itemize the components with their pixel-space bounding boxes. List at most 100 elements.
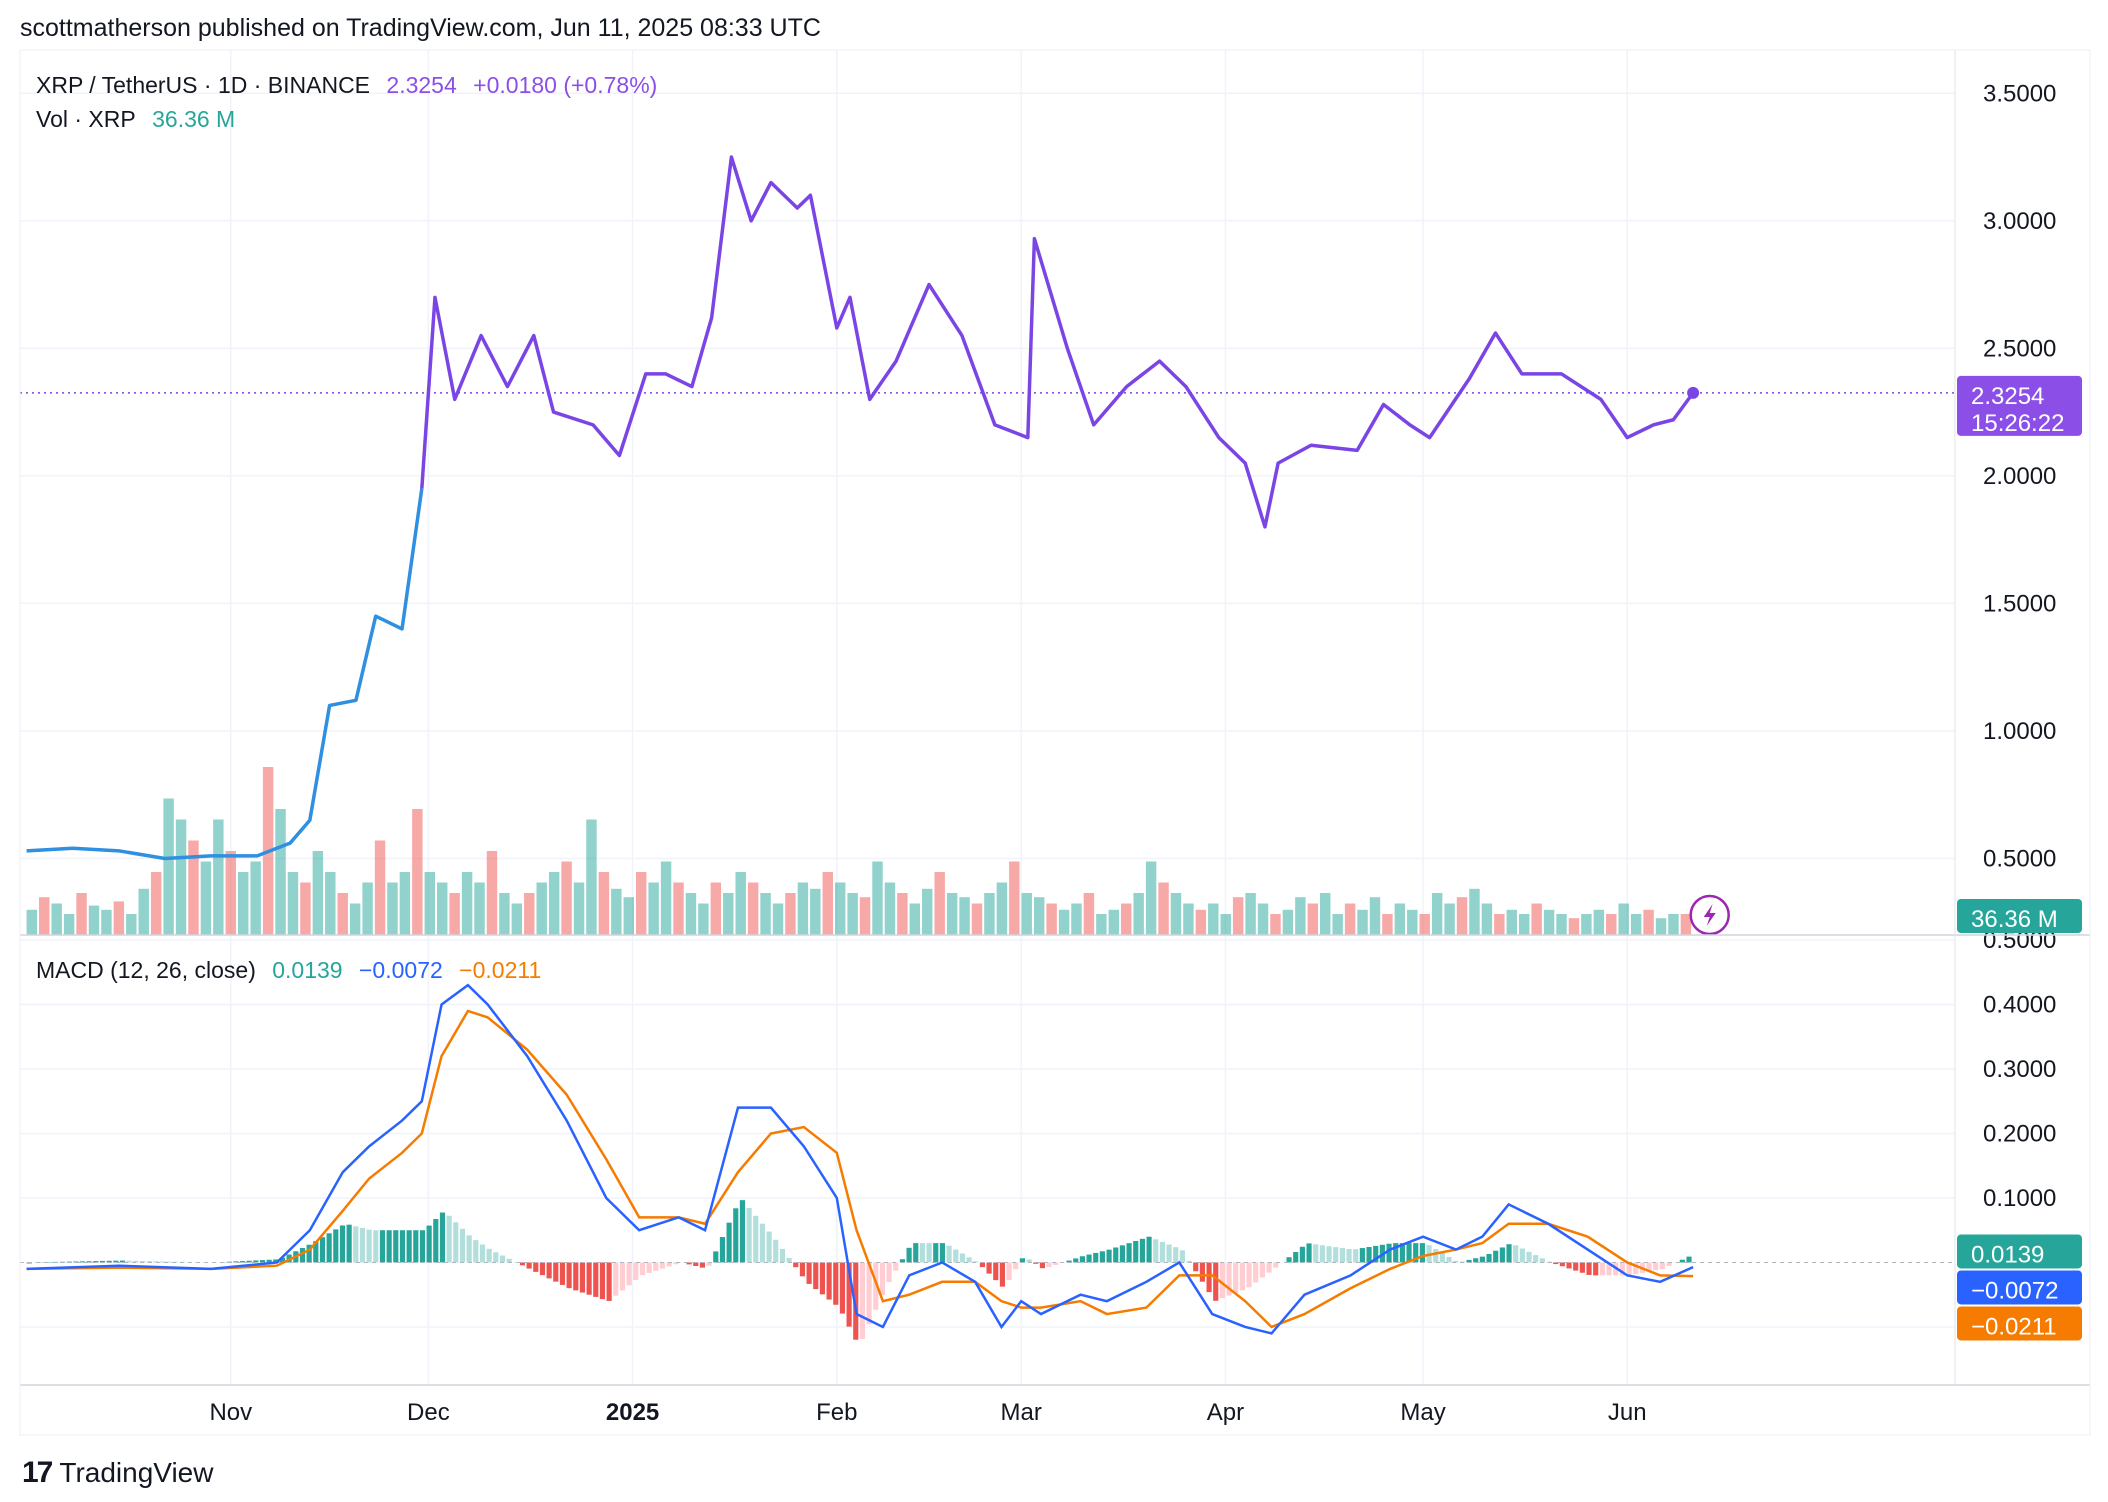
macd-hist-bar — [913, 1243, 919, 1263]
macd-hist-bar — [899, 1259, 906, 1263]
volume-bar — [561, 861, 572, 935]
macd-hist-bar — [473, 1240, 479, 1263]
macd-hist-bar — [1073, 1258, 1079, 1263]
macd-hist-bar — [866, 1262, 872, 1325]
macd-hist-bar — [366, 1229, 372, 1263]
macd-hist-bar — [1646, 1262, 1652, 1272]
macd-hist-bar — [693, 1262, 699, 1267]
macd-hist-bar — [1413, 1243, 1419, 1263]
macd-hist-bar — [406, 1230, 412, 1263]
macd-hist-bar — [1159, 1241, 1165, 1263]
volume-bar — [1469, 888, 1480, 935]
macd-hist-bar — [326, 1233, 332, 1263]
volume-bar — [859, 897, 871, 935]
macd-hist-bar — [126, 1260, 132, 1263]
macd-hist-bar — [1046, 1262, 1052, 1268]
volume-bar — [300, 882, 311, 935]
macd-hist-bar — [1053, 1262, 1059, 1265]
macd-hist-bar — [1133, 1240, 1139, 1263]
price-line — [420, 155, 1695, 529]
macd-hist-bar — [1393, 1243, 1399, 1263]
macd-hist-bar — [1226, 1262, 1232, 1296]
macd-series — [26, 983, 1694, 1335]
macd-hist-bar — [299, 1247, 306, 1263]
volume-bar — [1170, 893, 1182, 935]
macd-hist-bar — [833, 1262, 839, 1305]
volume-bar — [586, 819, 597, 935]
volume-bar — [1518, 914, 1530, 935]
macd-hist-bar — [1686, 1256, 1692, 1263]
macd-hist-bar — [1299, 1246, 1305, 1263]
signal-line — [26, 1009, 1694, 1329]
time-tick-label: May — [1400, 1399, 1445, 1426]
volume-bar — [1058, 909, 1070, 935]
macd-hist-bar — [1006, 1262, 1012, 1281]
macd-hist-bar — [259, 1260, 266, 1263]
chart-border — [19, 49, 2091, 1436]
macd-hist-bar — [1619, 1262, 1625, 1276]
macd-hist-bar — [573, 1262, 579, 1291]
macd-hist-bar — [1086, 1254, 1092, 1263]
volume-bar — [1021, 893, 1032, 935]
tradingview-brand[interactable]: 17 TradingView — [22, 1456, 213, 1490]
macd-hist-bar — [626, 1262, 632, 1286]
macd-hist-bar — [233, 1261, 239, 1263]
volume-bar — [150, 872, 162, 935]
macd-hist-bar — [1199, 1262, 1205, 1282]
macd-hist-bar — [993, 1262, 999, 1281]
macd-hist-bar — [1179, 1250, 1185, 1263]
macd-hist-bar — [939, 1243, 946, 1263]
macd-hist-bar — [1479, 1256, 1485, 1263]
price-tick-label: 3.0000 — [1983, 208, 2056, 235]
lightning-icon — [1703, 904, 1716, 926]
volume-label[interactable]: Vol · XRP — [36, 106, 136, 132]
macd-hist-bar — [773, 1239, 779, 1263]
macd-hist-bar — [1139, 1238, 1145, 1263]
macd-hist-bar — [1553, 1262, 1559, 1265]
macd-hist-bar — [806, 1262, 812, 1284]
macd-hist-bar — [1593, 1262, 1599, 1276]
price-line-early — [26, 488, 424, 861]
macd-hist-bar — [333, 1229, 339, 1263]
macd-hist-bar — [493, 1252, 499, 1263]
macd-hist-bar — [733, 1208, 739, 1263]
volume-bar — [1668, 914, 1679, 935]
macd-hist-bar — [779, 1248, 786, 1263]
macd-hist-bar — [1213, 1262, 1219, 1301]
macd-hist-bar — [339, 1225, 346, 1263]
volume-bar — [424, 872, 435, 935]
macd-hist-bar — [1453, 1260, 1459, 1263]
volume-bar — [1295, 897, 1306, 935]
volume-bar — [1369, 897, 1381, 935]
volume-bar — [1257, 903, 1269, 935]
volume-bar — [499, 893, 510, 935]
macd-hist-bar — [639, 1262, 646, 1276]
macd-hist-bar — [1206, 1262, 1212, 1293]
macd-hist-bar — [1366, 1246, 1372, 1263]
macd-hist-bar — [246, 1260, 252, 1263]
volume-bar — [1332, 914, 1343, 935]
macd-hist-bar — [93, 1261, 99, 1263]
symbol-label[interactable]: XRP / TetherUS · 1D · BINANCE — [36, 72, 371, 98]
axes: 3.5000 3.0000 2.5000 2.0000 1.5000 1.0000 0.50… — [19, 49, 2091, 1436]
volume-bar — [1307, 903, 1319, 935]
macd-hist-bar — [1373, 1245, 1379, 1263]
macd-hist-bar — [879, 1262, 886, 1295]
macd-hist-bar — [1166, 1244, 1172, 1263]
macd-hist-bar — [1146, 1236, 1152, 1263]
hist-badge — [1957, 1234, 2082, 1269]
volume-bar — [1009, 861, 1020, 935]
macd-hist-bar — [1266, 1262, 1272, 1273]
volume-bar — [1195, 909, 1207, 935]
grid-lines — [20, 50, 1955, 1385]
macd-hist-bar — [1533, 1255, 1539, 1263]
macd-hist-bar — [886, 1262, 892, 1283]
macd-hist-bar — [1606, 1262, 1612, 1276]
macd-hist-bar — [1193, 1262, 1199, 1272]
macd-label[interactable]: MACD (12, 26, close) — [36, 957, 256, 983]
volume-bar — [1481, 903, 1493, 935]
macd-hist-bar — [953, 1249, 959, 1263]
volume-bar — [362, 882, 373, 935]
macd-hist-bar — [973, 1261, 979, 1263]
